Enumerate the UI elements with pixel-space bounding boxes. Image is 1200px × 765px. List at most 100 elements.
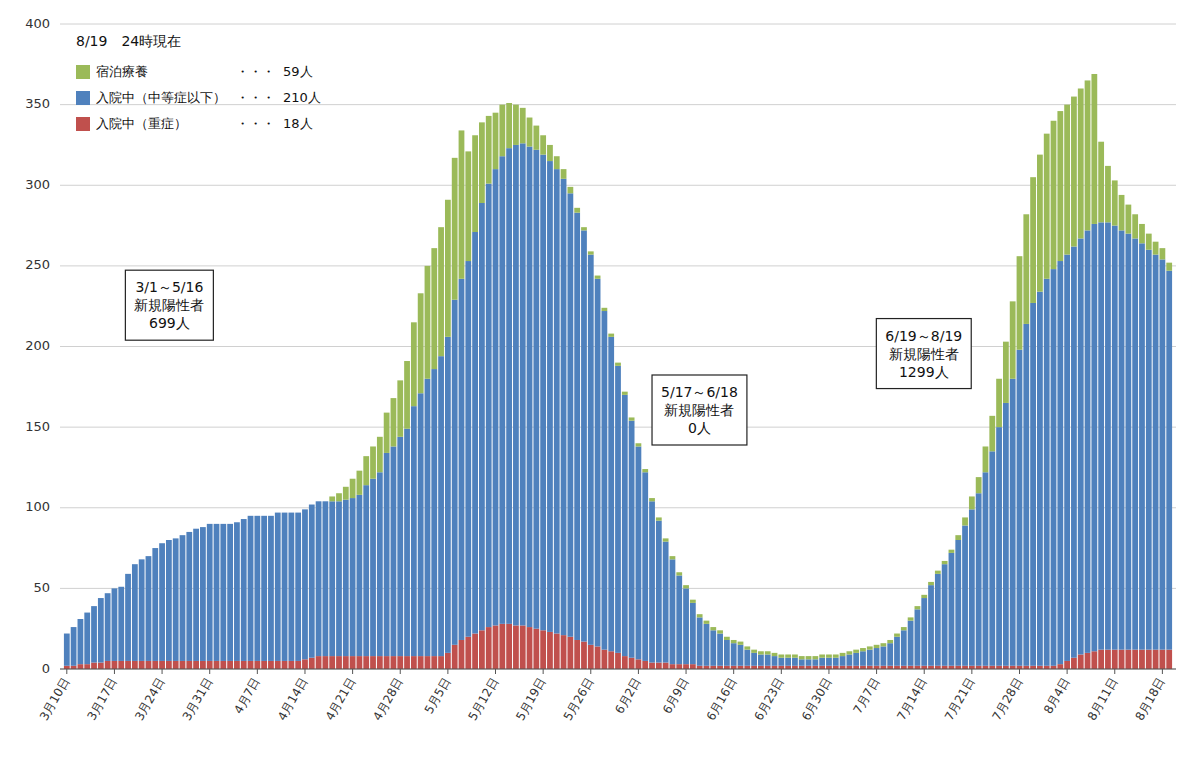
bar-segment	[656, 521, 662, 663]
bar-segment	[778, 658, 784, 666]
bar-segment	[751, 650, 757, 653]
bar-segment	[833, 658, 839, 666]
bar-segment	[506, 624, 512, 669]
bar-segment	[547, 145, 553, 161]
annotation-box	[652, 375, 747, 445]
bar-segment	[1003, 342, 1009, 403]
bar-segment	[676, 664, 682, 669]
bar-segment	[397, 380, 403, 436]
bar-segment	[78, 664, 84, 669]
bar-segment	[234, 661, 240, 669]
x-tick-label: 7月7日	[850, 675, 882, 716]
bar-segment	[1146, 650, 1152, 669]
bar-segment	[792, 658, 798, 666]
bar-segment	[1105, 222, 1111, 649]
bar-segment	[649, 498, 655, 501]
bar-segment	[1064, 255, 1070, 661]
bar-segment	[697, 614, 703, 617]
bar-segment	[207, 523, 213, 524]
bar-segment	[955, 535, 961, 540]
series	[64, 143, 1172, 665]
bar-segment	[1030, 303, 1036, 666]
grid-line	[60, 265, 1176, 266]
bar-segment	[499, 156, 505, 624]
chart: 0501001502002503003504003月10日3月17日3月24日3…	[0, 0, 1200, 765]
bar-segment	[465, 151, 471, 261]
bar-segment	[1057, 111, 1063, 261]
annotation-box	[876, 319, 971, 389]
bar-segment	[629, 417, 635, 420]
bar-segment	[370, 656, 376, 669]
annotation-line: 新規陽性者	[664, 402, 734, 418]
bar-segment	[887, 640, 893, 643]
bar-segment	[105, 593, 111, 594]
bar-segment	[554, 634, 560, 669]
y-tick-label: 350	[25, 96, 50, 111]
bar-segment	[391, 656, 397, 669]
bar-segment	[765, 654, 771, 665]
bar-segment	[601, 650, 607, 669]
bar-segment	[486, 116, 492, 184]
bar-segment	[322, 501, 328, 502]
bar-segment	[942, 564, 948, 666]
bar-segment	[282, 512, 288, 513]
bar-segment	[1112, 180, 1118, 225]
bar-segment	[1078, 238, 1084, 654]
legend: 8/19 24時現在宿泊療養・・・59人入院中（中等症以下）・・・210人入院中…	[76, 33, 321, 131]
x-tick-label: 7月28日	[990, 675, 1026, 723]
x-tick-label: 5月5日	[422, 675, 454, 716]
y-tick-label: 50	[33, 580, 50, 595]
bar-segment	[860, 651, 866, 666]
bar-segment	[629, 421, 635, 658]
bar-segment	[438, 227, 444, 356]
bar-segment	[704, 621, 710, 624]
bar-segment	[479, 630, 485, 669]
bar-segment	[200, 527, 206, 661]
bar-segment	[1098, 650, 1104, 669]
bar-segment	[105, 593, 111, 661]
bar-segment	[554, 169, 560, 633]
bar-segment	[765, 651, 771, 654]
bar-segment	[397, 437, 403, 656]
bar-segment	[125, 573, 131, 574]
bar-segment	[1044, 134, 1050, 279]
bar-segment	[139, 559, 145, 661]
bar-segment	[452, 300, 458, 645]
annotation-line: 5/17～6/18	[661, 384, 738, 400]
bar-segment	[132, 564, 138, 565]
bar-segment	[295, 661, 301, 669]
bar-segment	[663, 538, 669, 541]
bar-segment	[561, 179, 567, 635]
bar-segment	[384, 453, 390, 656]
bar-segment	[268, 661, 274, 669]
bar-segment	[642, 661, 648, 669]
bar-segment	[989, 451, 995, 665]
bar-segment	[254, 661, 260, 669]
bar-segment	[282, 513, 288, 661]
bar-segment	[316, 656, 322, 669]
bar-segment	[418, 656, 424, 669]
bar-segment	[547, 632, 553, 669]
bar-segment	[425, 379, 431, 656]
bar-segment	[186, 532, 192, 661]
bar-segment	[867, 646, 873, 649]
bar-segment	[615, 653, 621, 669]
bar-segment	[642, 469, 648, 472]
legend-separator: ・・・	[236, 64, 275, 79]
bar-segment	[751, 653, 757, 666]
bar-segment	[329, 501, 335, 656]
bar-segment	[78, 619, 84, 620]
bar-segment	[1146, 234, 1152, 250]
bar-segment	[112, 588, 118, 589]
legend-label: 入院中（中等症以下）	[96, 90, 226, 105]
bar-segment	[1064, 105, 1070, 255]
bar-segment	[357, 471, 363, 495]
bar-segment	[744, 646, 750, 649]
bar-segment	[1098, 222, 1104, 649]
x-tick	[1114, 669, 1115, 674]
bar-segment	[98, 663, 104, 669]
legend-swatch	[76, 65, 90, 79]
bar-segment	[629, 658, 635, 669]
bar-segment	[472, 135, 478, 232]
bar-segment	[561, 169, 567, 179]
